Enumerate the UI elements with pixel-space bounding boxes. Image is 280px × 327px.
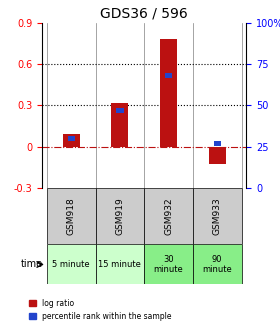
FancyBboxPatch shape bbox=[144, 188, 193, 244]
FancyBboxPatch shape bbox=[47, 244, 95, 284]
Text: GSM933: GSM933 bbox=[213, 197, 222, 235]
Bar bbox=[214, 141, 221, 146]
Text: 90
minute: 90 minute bbox=[202, 255, 232, 274]
Text: time: time bbox=[21, 259, 43, 269]
Text: GSM919: GSM919 bbox=[115, 197, 124, 235]
Text: GSM932: GSM932 bbox=[164, 197, 173, 235]
Bar bbox=[111, 103, 129, 146]
Text: 15 minute: 15 minute bbox=[99, 260, 141, 269]
Bar bbox=[116, 108, 123, 113]
Bar bbox=[209, 146, 226, 164]
Legend: log ratio, percentile rank within the sample: log ratio, percentile rank within the sa… bbox=[26, 297, 174, 323]
Bar bbox=[67, 136, 75, 141]
FancyBboxPatch shape bbox=[47, 188, 95, 244]
FancyBboxPatch shape bbox=[144, 244, 193, 284]
FancyBboxPatch shape bbox=[193, 244, 242, 284]
Text: 30
minute: 30 minute bbox=[154, 255, 183, 274]
Bar bbox=[165, 73, 172, 78]
Text: GSM918: GSM918 bbox=[67, 197, 76, 235]
Text: 5 minute: 5 minute bbox=[52, 260, 90, 269]
Title: GDS36 / 596: GDS36 / 596 bbox=[100, 6, 188, 20]
FancyBboxPatch shape bbox=[95, 188, 144, 244]
FancyBboxPatch shape bbox=[95, 244, 144, 284]
FancyBboxPatch shape bbox=[193, 188, 242, 244]
Bar bbox=[63, 134, 80, 146]
Bar bbox=[160, 39, 177, 146]
